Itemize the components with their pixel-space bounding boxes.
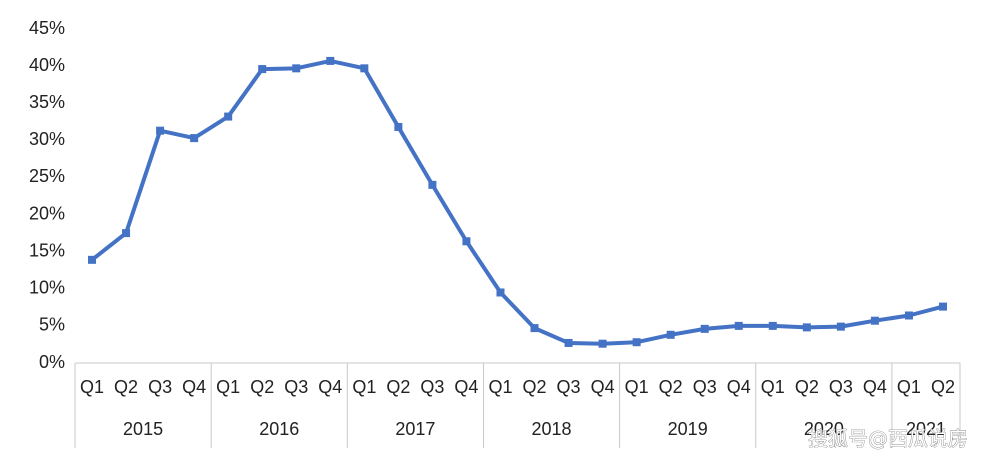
line [90,58,944,346]
y-tick-label: 25% [29,166,65,186]
point [462,237,471,246]
x-tick-label: Q1 [80,377,104,397]
x-tick-label: Q2 [250,377,274,397]
point [292,64,301,73]
point [496,288,505,297]
y-tick-label: 15% [29,240,65,260]
point [938,302,947,311]
x-tick-label: Q1 [352,377,376,397]
x-group-label: 2019 [668,419,708,439]
x-group-label: 2017 [395,419,435,439]
point [870,316,879,325]
x-tick-label: Q3 [284,377,308,397]
y-tick-label: 10% [29,278,65,298]
point [768,321,777,330]
x-tick-label: Q3 [148,377,172,397]
y-tick-label: 5% [39,315,65,335]
x-tick-label: Q1 [897,377,921,397]
y-tick-label: 35% [29,92,65,112]
x-tick-label: Q1 [625,377,649,397]
x-tick-label: Q4 [454,377,478,397]
x-tick-label: Q1 [216,377,240,397]
point [734,321,743,330]
point [224,112,233,121]
x-tick-label: Q4 [863,377,887,397]
x-tick-label: Q3 [420,377,444,397]
x-tick-label: Q2 [659,377,683,397]
x-tick-label: Q2 [931,377,955,397]
x-tick-label: Q2 [795,377,819,397]
point [904,311,913,320]
point [564,338,573,347]
y-tick-label: 20% [29,203,65,223]
point [258,65,267,74]
point [802,323,811,332]
x-group-label: 2020 [804,419,844,439]
x-tick-label: Q1 [488,377,512,397]
point [530,324,539,333]
x-tick-label: Q1 [761,377,785,397]
point [190,134,199,143]
y-tick-label: 0% [39,352,65,372]
point [700,324,709,333]
x-tick-label: Q2 [523,377,547,397]
x-group-label: 2015 [123,419,163,439]
point [156,126,165,135]
x-tick-label: Q3 [693,377,717,397]
y-tick-label: 30% [29,129,65,149]
x-tick-label: Q3 [557,377,581,397]
point [326,56,335,65]
point [122,229,131,238]
x-group-label: 2021 [906,419,946,439]
y-tick-label: 45% [29,18,65,38]
x-group-label: 2018 [532,419,572,439]
point [428,180,437,189]
x-tick-label: Q2 [114,377,138,397]
point [394,122,403,131]
point [360,64,369,73]
point [666,330,675,339]
x-group-label: 2016 [259,419,299,439]
watermark: 搜狐号@西瓜说房 [808,427,968,451]
point [632,338,641,347]
x-tick-label: Q4 [591,377,615,397]
point [88,255,97,264]
x-tick-label: Q4 [318,377,342,397]
y-tick-label: 40% [29,55,65,75]
x-tick-label: Q2 [386,377,410,397]
x-tick-label: Q4 [727,377,751,397]
x-tick-label: Q3 [829,377,853,397]
point [598,339,607,348]
x-tick-label: Q4 [182,377,206,397]
point [836,322,845,331]
